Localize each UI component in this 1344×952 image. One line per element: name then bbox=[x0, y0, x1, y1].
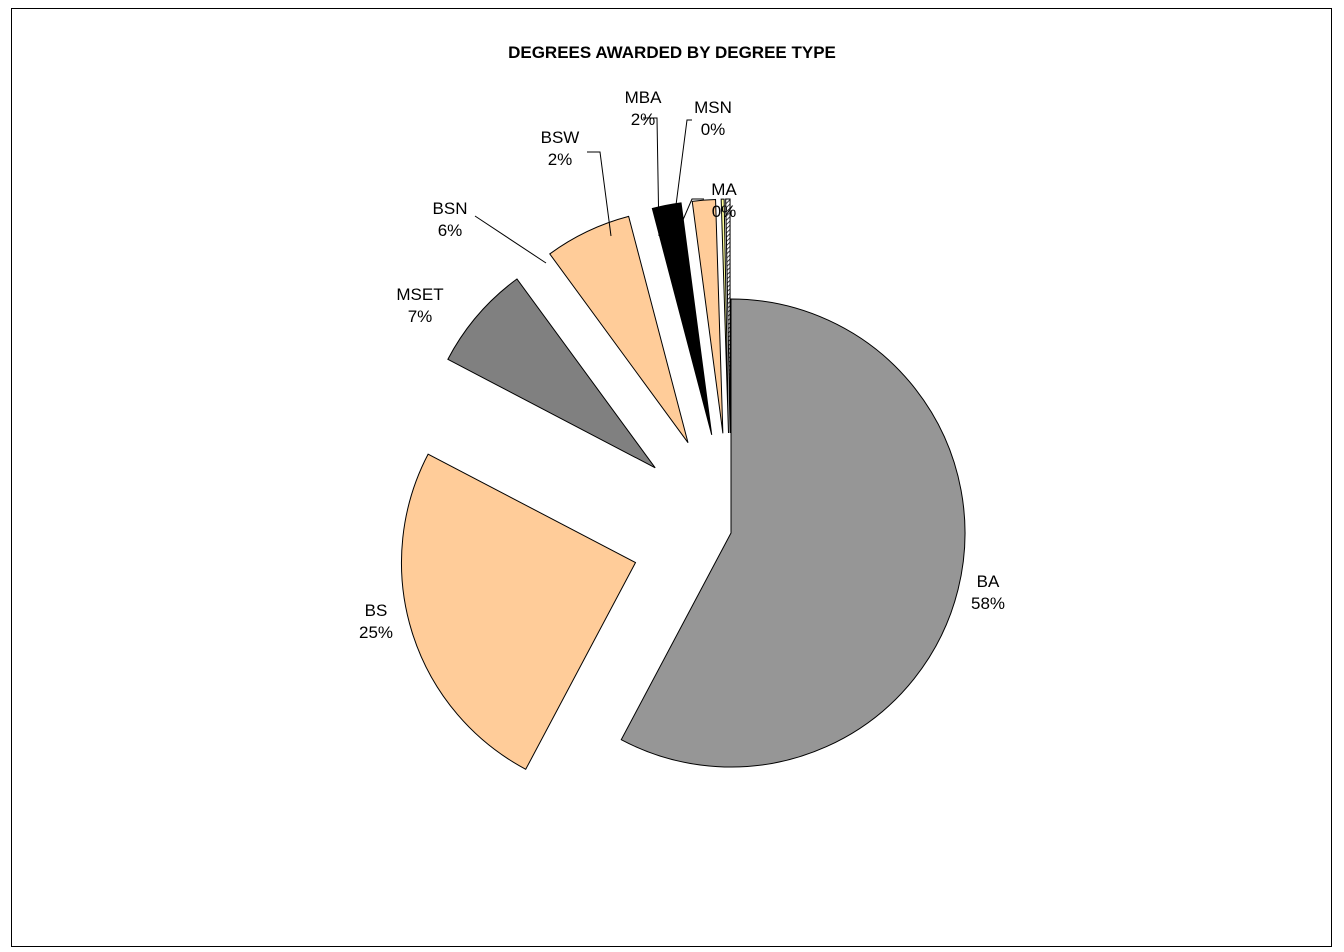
slice-label-ma: MA bbox=[711, 180, 737, 199]
slice-percent-bsn: 6% bbox=[438, 221, 463, 240]
slice-percent-ma: 0% bbox=[712, 202, 737, 221]
leader-line-bsn bbox=[474, 215, 547, 264]
slice-label-bsw: BSW bbox=[541, 128, 580, 147]
chart-frame bbox=[11, 8, 1332, 947]
pie-slice-bs bbox=[400, 453, 637, 770]
leader-line-msn bbox=[671, 119, 692, 237]
pie-slice-bsn bbox=[549, 215, 689, 444]
slice-percent-bsw: 2% bbox=[548, 150, 573, 169]
slice-percent-msn: 0% bbox=[701, 120, 726, 139]
pie-slice-msn bbox=[720, 198, 729, 434]
slice-label-bsn: BSN bbox=[433, 199, 468, 218]
slice-percent-mba: 2% bbox=[631, 110, 656, 129]
slice-percent-bs: 25% bbox=[359, 623, 393, 642]
pie-slice-ba bbox=[620, 298, 966, 768]
pie-slice-mset bbox=[447, 278, 656, 469]
slice-label-ba: BA bbox=[977, 572, 1000, 591]
pie-slice-ma bbox=[725, 198, 731, 434]
leader-line-ma bbox=[675, 198, 704, 237]
leader-line-mba bbox=[643, 117, 660, 237]
slice-label-mba: MBA bbox=[625, 88, 663, 107]
slice-label-msn: MSN bbox=[694, 98, 732, 117]
leader-line-bsw bbox=[587, 151, 612, 237]
slice-label-bs: BS bbox=[365, 601, 388, 620]
slice-percent-ba: 58% bbox=[971, 594, 1005, 613]
pie-slice-bsw bbox=[651, 202, 713, 436]
chart-title: DEGREES AWARDED BY DEGREE TYPE bbox=[508, 43, 836, 62]
pie-slice-mba bbox=[691, 198, 724, 434]
slice-percent-mset: 7% bbox=[408, 307, 433, 326]
slice-label-mset: MSET bbox=[396, 285, 443, 304]
